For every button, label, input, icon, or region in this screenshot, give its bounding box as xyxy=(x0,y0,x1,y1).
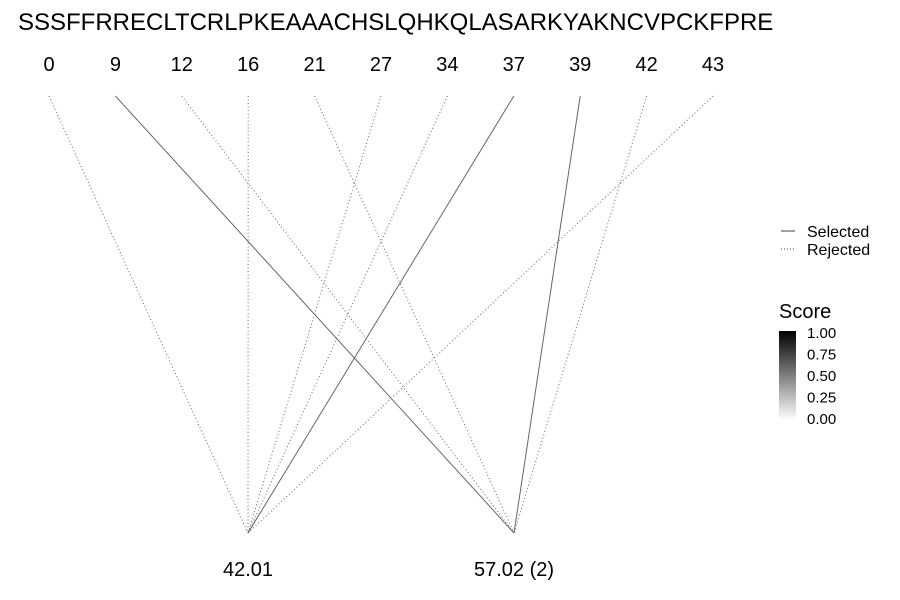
position-label: 39 xyxy=(569,54,591,76)
score-colorbar xyxy=(779,331,796,420)
mass-label: 57.02 (2) xyxy=(474,559,554,581)
rejected-link-line xyxy=(314,95,515,534)
position-labels: 0 9 12 16 21 27 34 37 39 42 43 xyxy=(43,54,724,76)
position-label: 9 xyxy=(110,54,121,76)
legend-rejected-label: Rejected xyxy=(807,242,870,259)
rejected-link-line xyxy=(48,95,249,534)
score-tick-label: 0.25 xyxy=(807,390,836,407)
score-tick-label: 0.75 xyxy=(807,347,836,364)
selected-link-line xyxy=(513,95,581,534)
score-tick-label: 0.50 xyxy=(807,368,836,385)
rejected-link-line xyxy=(247,95,382,534)
position-label: 21 xyxy=(303,54,325,76)
position-label: 37 xyxy=(503,54,525,76)
position-label: 0 xyxy=(43,54,54,76)
position-label: 34 xyxy=(436,54,458,76)
score-legend-title: Score xyxy=(779,301,831,323)
legend-selected-label: Selected xyxy=(807,224,869,241)
mass-labels: 42.01 57.02 (2) xyxy=(223,559,554,581)
score-tick-label: 1.00 xyxy=(807,325,836,342)
link-lines xyxy=(48,95,714,534)
position-label: 43 xyxy=(702,54,724,76)
mass-label: 42.01 xyxy=(223,559,273,581)
position-label: 42 xyxy=(635,54,657,76)
rejected-link-line xyxy=(181,95,515,534)
rejected-link-line xyxy=(247,95,448,534)
position-label: 12 xyxy=(171,54,193,76)
score-tick-label: 0.00 xyxy=(807,411,836,428)
peptide-sequence: SSSFFRRECLTCRLPKEAAACHSLQHKQLASARKYAKNCV… xyxy=(18,9,773,36)
rejected-link-line xyxy=(247,95,714,534)
score-legend: Score 1.00 0.75 0.50 0.25 0.00 xyxy=(779,301,836,428)
position-label: 27 xyxy=(370,54,392,76)
position-label: 16 xyxy=(237,54,259,76)
line-type-legend: Selected Rejected xyxy=(781,224,870,259)
selected-link-line xyxy=(247,95,515,534)
rejected-link-line xyxy=(513,95,648,534)
